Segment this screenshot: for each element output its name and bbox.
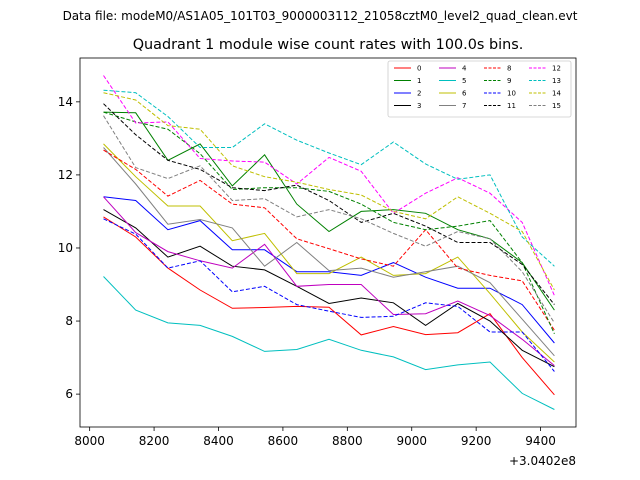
x-tick-label: 8800 [332,434,363,448]
plot-area: 8000 8200 8400 8600 8800 9000 9200 9400 6810121… [58,57,577,448]
legend-label-4: 4 [462,65,467,73]
x-tick-label: 8000 [74,434,105,448]
y-axis-ticks: 6 8 10 12 14 [58,95,80,401]
axes-frame [79,57,577,428]
legend-label-9: 9 [507,77,511,85]
legend-label-6: 6 [462,90,467,98]
series-line-14 [103,92,555,291]
legend-label-10: 10 [507,90,516,98]
legend-box [387,60,572,118]
series-lines [103,75,555,410]
x-tick-label: 8600 [268,434,299,448]
legend-label-7: 7 [462,102,466,110]
figure-suptitle: Data file: modeM0/AS1A05_101T03_90000031… [63,9,578,23]
series-line-0 [103,216,555,396]
x-tick-label: 9200 [461,434,492,448]
series-line-3 [103,209,555,368]
legend-label-0: 0 [417,65,421,73]
legend-label-13: 13 [552,77,561,85]
y-tick-label: 6 [65,387,73,401]
legend-label-1: 1 [417,77,421,85]
legend-label-3: 3 [417,102,421,110]
series-line-2 [103,196,555,344]
y-tick-label: 8 [65,314,73,328]
y-tick-label: 14 [58,95,73,109]
chart-title: Quadrant 1 module wise count rates with … [133,37,524,53]
series-line-5 [103,276,555,410]
x-tick-label: 9000 [396,434,427,448]
series-line-15 [103,115,555,324]
x-tick-label: 8400 [203,434,234,448]
legend-label-15: 15 [552,102,561,110]
series-line-4 [103,196,555,366]
legend-label-11: 11 [507,102,516,110]
series-line-10 [103,218,555,372]
series-line-1 [103,111,555,311]
series-line-11 [103,103,555,305]
y-tick-label: 12 [58,168,73,182]
series-line-8 [103,149,555,331]
series-line-6 [103,143,555,363]
legend-label-14: 14 [552,90,561,98]
legend-label-8: 8 [507,65,511,73]
legend-label-12: 12 [552,65,561,73]
series-line-9 [103,111,555,335]
x-offset-label: +3.0402e8 [509,454,576,468]
legend-label-2: 2 [417,90,421,98]
series-line-12 [103,75,555,296]
x-tick-label: 8200 [139,434,170,448]
y-tick-label: 10 [58,241,73,255]
x-tick-label: 9400 [525,434,556,448]
series-line-7 [103,147,555,357]
legend-label-5: 5 [462,77,466,85]
x-axis-ticks: 8000 8200 8400 8600 8800 9000 9200 9400 [74,427,556,448]
